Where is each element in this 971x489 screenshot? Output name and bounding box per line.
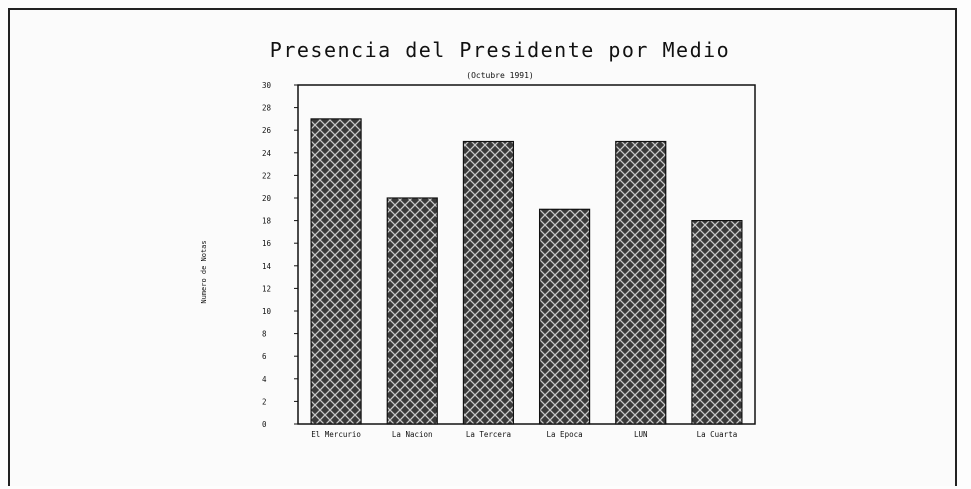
y-tick-label: 8: [262, 330, 267, 339]
bar-0: [310, 118, 362, 425]
y-axis-label: Numero de Notas: [200, 240, 208, 303]
y-tick-label: 12: [262, 284, 271, 293]
bar-5: [691, 220, 743, 425]
chart-subtitle: (Octubre 1991): [466, 71, 533, 80]
y-tick-label: 20: [262, 194, 272, 203]
y-tick-label: 26: [262, 126, 272, 135]
plot-area: [297, 84, 756, 425]
y-tick-label: 16: [262, 239, 272, 248]
bar-3: [538, 208, 591, 425]
x-tick-label: La Cuarta: [697, 430, 738, 439]
bar-4: [615, 140, 667, 425]
x-tick-label: La Epoca: [547, 430, 583, 439]
y-tick-label: 24: [262, 149, 272, 158]
y-tick-label: 28: [262, 104, 272, 113]
x-tick-label: La Nacion: [392, 430, 433, 439]
y-tick-label: 2: [262, 397, 267, 406]
x-tick-label: La Tercera: [466, 430, 511, 439]
x-ticks-group: El Mercurio La Nacion La Tercera La Epoca LU…: [311, 430, 737, 439]
bars-group: [310, 118, 743, 425]
y-tick-label: 14: [262, 262, 272, 271]
x-tick-label: LUN: [634, 430, 648, 439]
y-tick-label: 4: [262, 375, 267, 384]
y-tick-label: 22: [262, 171, 271, 180]
chart-title: Presencia del Presidente por Medio: [270, 38, 730, 62]
bar-1: [386, 197, 438, 425]
x-tick-label: El Mercurio: [311, 430, 361, 439]
y-tick-label: 10: [262, 307, 272, 316]
bar-2: [462, 140, 515, 425]
y-tick-label: 0: [262, 420, 267, 429]
y-tick-label: 18: [262, 217, 272, 226]
y-tick-label: 6: [262, 352, 267, 361]
y-tick-label: 30: [262, 81, 272, 90]
